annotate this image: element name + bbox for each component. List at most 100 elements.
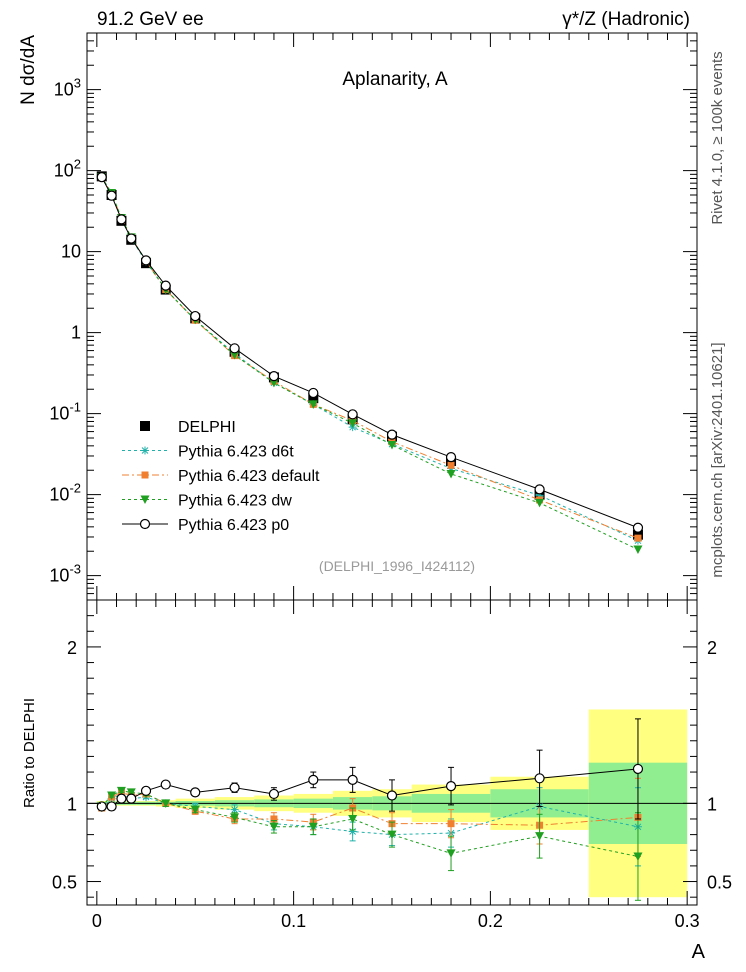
main-point-pythia-6-423-dw [348, 419, 358, 428]
ratio-point-pythia-6-423-dw [230, 813, 240, 822]
y-axis-label: N dσ/dA [18, 35, 39, 105]
ratio-point-pythia-6-423-default [447, 820, 455, 828]
ratio-point-pythia-6-423-p0 [445, 781, 457, 792]
main-point-pythia-6-423-p0 [106, 190, 117, 201]
main-point-pythia-6-423-default [634, 534, 642, 542]
ratio-y-tick-label: 2 [67, 638, 77, 658]
ratio-y-tick-label: 0.5 [52, 873, 77, 893]
x-ticks: 0 0.1 0.2 0.3 [92, 33, 700, 931]
ratio-point-pythia-6-423-p0 [190, 787, 201, 798]
ratio-point-pythia-6-423-p0 [534, 773, 545, 784]
ratio-series-pythia-6-423-dw [97, 786, 643, 901]
legend-marker-delphi [140, 421, 150, 431]
main-point-pythia-6-423-p0 [140, 255, 152, 266]
x-tick-label: 0.1 [281, 911, 306, 931]
main-series-pythia-6-423-p0 [96, 172, 644, 533]
main-line-pythia-6-423-d6t [101, 177, 639, 542]
main-panel: Aplanarity, A (DELPHI_1996_I424112) N dσ… [18, 32, 698, 601]
ratio-point-pythia-6-423-default [270, 815, 278, 823]
side-label-bottom: mcplots.cern.ch [arXiv:2401.10621] [709, 342, 726, 577]
ratio-y-tick-label: 1 [67, 794, 77, 814]
main-point-pythia-6-423-p0 [632, 522, 644, 533]
ratio-y-ticks: 0.5 0.5 1 1 2 2 [52, 615, 732, 898]
main-point-pythia-6-423-dw [308, 400, 318, 409]
legend-label-pythia-6-423-dw: Pythia 6.423 dw [178, 493, 292, 510]
main-point-pythia-6-423-p0 [347, 409, 358, 420]
ratio-panel: Ratio to DELPHI 0.5 0.5 1 1 2 2 [21, 599, 732, 906]
legend-label-pythia-6-423-default: Pythia 6.423 default [178, 468, 320, 485]
x-tick-label: 0.3 [675, 911, 700, 931]
ratio-y-tick-label-right: 1 [707, 794, 717, 814]
legend-marker-pythia-6-423-default [141, 471, 149, 479]
main-point-pythia-6-423-d6t [535, 491, 544, 500]
main-point-pythia-6-423-p0 [116, 214, 127, 225]
main-y-ticks: 10-3 10-2 10-1 1 10 102 103 [49, 32, 697, 601]
ratio-series-pythia-6-423-p0 [96, 718, 644, 820]
main-point-pythia-6-423-dw [387, 440, 397, 450]
main-point-pythia-6-423-p0 [308, 387, 319, 399]
ratio-point-pythia-6-423-p0 [126, 793, 137, 804]
ratio-point-pythia-6-423-dw [161, 799, 171, 808]
plot-title: Aplanarity, A [342, 69, 448, 90]
ratio-point-pythia-6-423-p0 [116, 793, 127, 804]
ratio-point-pythia-6-423-p0 [229, 782, 240, 793]
ratio-y-tick-label-right: 2 [707, 638, 717, 658]
x-axis-label: A [692, 941, 706, 963]
y-tick-label: 103 [54, 76, 81, 100]
main-point-pythia-6-423-p0 [126, 233, 137, 244]
ratio-point-pythia-6-423-p0 [386, 790, 398, 801]
main-point-pythia-6-423-p0 [190, 310, 201, 322]
legend-label-pythia-6-423-p0: Pythia 6.423 p0 [178, 517, 289, 534]
main-point-pythia-6-423-p0 [386, 429, 398, 440]
y-tick-label: 102 [54, 157, 81, 181]
main-point-pythia-6-423-p0 [534, 484, 545, 495]
ratio-point-pythia-6-423-dw [348, 814, 358, 824]
y-tick-label: 10-2 [49, 481, 81, 505]
legend-marker-pythia-6-423-d6t [141, 446, 149, 455]
legend-marker-pythia-6-423-p0 [139, 518, 151, 530]
ratio-point-pythia-6-423-d6t [230, 805, 239, 814]
analysis-watermark: (DELPHI_1996_I424112) [319, 558, 475, 574]
ratio-point-pythia-6-423-p0 [140, 785, 152, 796]
ratio-point-pythia-6-423-p0 [106, 801, 117, 812]
ratio-point-pythia-6-423-dw [633, 852, 643, 862]
legend-label-pythia-6-423-d6t: Pythia 6.423 d6t [178, 444, 294, 461]
main-point-pythia-6-423-p0 [268, 371, 280, 382]
main-series-pythia-6-423-default [98, 174, 642, 542]
main-point-pythia-6-423-dw [535, 498, 545, 508]
ratio-point-pythia-6-423-dw [269, 822, 279, 832]
main-series-pythia-6-423-d6t [97, 173, 642, 545]
ratio-point-pythia-6-423-d6t [348, 827, 357, 836]
ratio-point-pythia-6-423-dw [107, 791, 117, 801]
header-left: 91.2 GeV ee [97, 9, 204, 30]
ratio-point-pythia-6-423-p0 [632, 763, 644, 775]
legend: DELPHI Pythia 6.423 d6t Pythia 6.423 defau… [122, 419, 320, 534]
main-point-pythia-6-423-dw [633, 545, 643, 555]
ratio-point-pythia-6-423-dw [190, 805, 200, 815]
header-right: γ*/Z (Hadronic) [562, 9, 690, 30]
x-tick-label: 0.2 [478, 911, 503, 931]
ratio-point-pythia-6-423-p0 [268, 788, 280, 800]
ratio-point-pythia-6-423-dw [126, 788, 136, 797]
ratio-point-pythia-6-423-dw [535, 832, 545, 841]
main-point-pythia-6-423-dw [230, 350, 240, 360]
main-point-pythia-6-423-p0 [445, 452, 457, 463]
legend-marker-pythia-6-423-dw [140, 495, 150, 504]
ratio-point-pythia-6-423-p0 [160, 779, 171, 790]
y-tick-label: 1 [71, 323, 81, 343]
ratio-y-tick-label-right: 0.5 [707, 873, 732, 893]
main-point-pythia-6-423-p0 [96, 172, 107, 183]
ratio-point-pythia-6-423-dw [446, 849, 456, 858]
ratio-point-pythia-6-423-dw [308, 822, 318, 832]
main-point-pythia-6-423-default [447, 461, 455, 469]
ratio-y-axis-label: Ratio to DELPHI [21, 698, 38, 808]
ratio-point-pythia-6-423-dw [387, 830, 397, 840]
ratio-point-pythia-6-423-p0 [347, 774, 358, 785]
main-point-pythia-6-423-p0 [229, 343, 240, 354]
ratio-line-pythia-6-423-default [101, 791, 639, 826]
ratio-point-pythia-6-423-p0 [308, 774, 319, 785]
y-tick-label: 10 [61, 242, 81, 262]
legend-label-delphi: DELPHI [178, 419, 236, 436]
ratio-point-pythia-6-423-p0 [96, 801, 107, 812]
